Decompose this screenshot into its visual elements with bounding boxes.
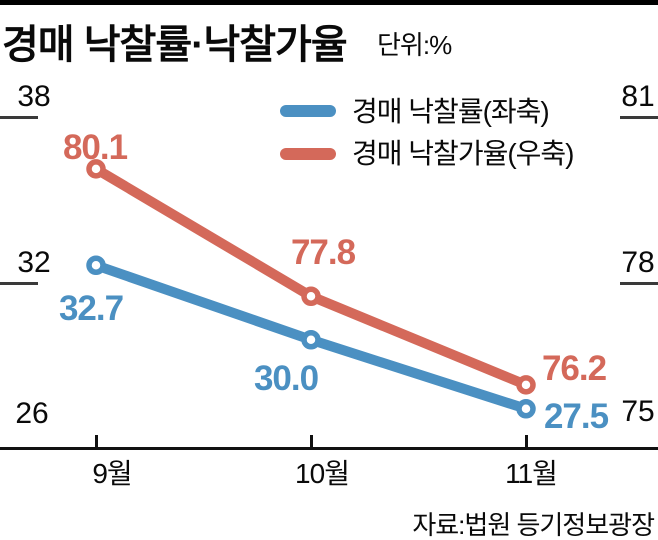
y-axis-right-tick-line (620, 116, 658, 119)
data-label-success-rate-sep: 32.7 (58, 289, 124, 328)
legend-item-label: 경매 낙찰가율(우축) (352, 138, 575, 169)
legend-swatch-left-series (280, 105, 336, 117)
x-axis-tick (95, 435, 98, 447)
y-axis-left-tick-label: 32 (17, 246, 51, 279)
unit-label: 단위:% (377, 30, 452, 60)
legend-swatch-right-series (280, 148, 336, 160)
y-axis-left-tick-line (0, 282, 38, 285)
source-label: 자료:법원 등기정보광장 (412, 510, 655, 540)
y-axis-right-tick-line (620, 282, 658, 285)
data-label-price-ratio-sep: 80.1 (62, 128, 128, 167)
data-point-marker (301, 286, 321, 307)
y-axis-left-tick-line (0, 116, 38, 119)
x-axis-tick (310, 435, 313, 447)
data-point-marker (86, 255, 106, 276)
y-axis-right-tick-label: 75 (621, 395, 655, 428)
x-axis-month-label: 9월 (92, 458, 132, 489)
y-axis-right-tick-label: 81 (621, 80, 655, 113)
y-axis-left-tick-label: 38 (17, 80, 51, 113)
data-label-price-ratio-oct: 77.8 (290, 233, 356, 272)
x-axis-month-label: 10월 (295, 458, 350, 489)
data-label-success-rate-nov: 27.5 (543, 397, 609, 436)
x-axis-line (0, 447, 658, 450)
top-rule (0, 0, 658, 5)
data-label-price-ratio-nov: 76.2 (541, 349, 607, 388)
series-line (91, 163, 531, 390)
x-axis-month-label: 11월 (505, 458, 558, 489)
chart-title: 경매 낙찰률·낙찰가율 (2, 23, 348, 67)
legend-item-label: 경매 낙찰률(좌축) (352, 96, 550, 127)
y-axis-left-tick-label: 26 (15, 397, 49, 430)
data-label-success-rate-oct: 30.0 (253, 359, 319, 398)
y-axis-right-tick-label: 78 (621, 246, 655, 279)
data-point-marker (301, 330, 321, 350)
x-axis-tick (525, 435, 528, 447)
